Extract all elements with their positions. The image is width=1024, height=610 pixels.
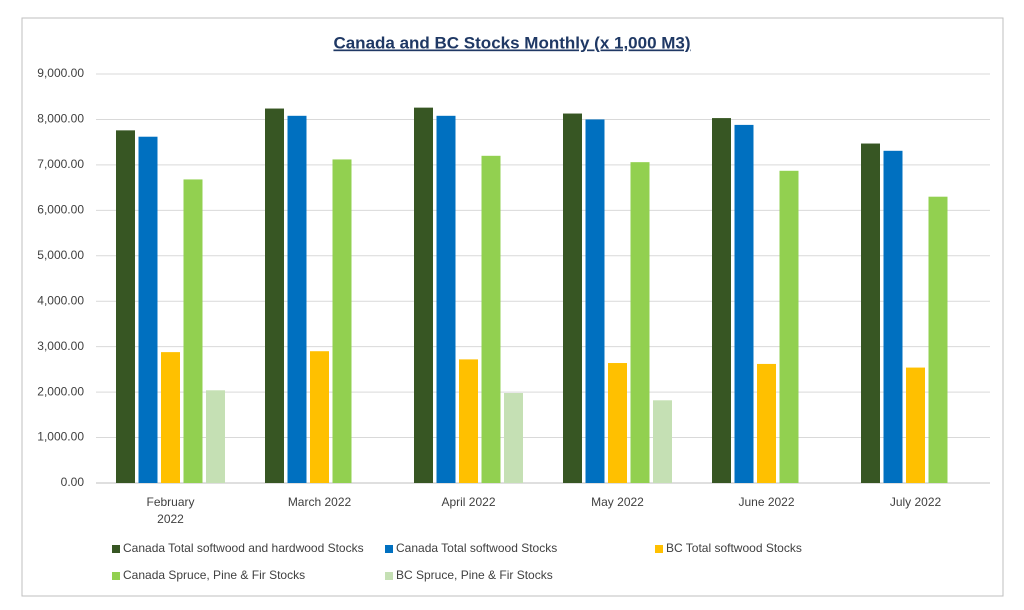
legend-swatch <box>655 545 663 553</box>
bar <box>481 155 501 484</box>
legend-swatch <box>385 572 393 580</box>
bar <box>265 108 284 483</box>
y-tick-label: 9,000.00 <box>37 66 84 80</box>
bar <box>116 130 135 483</box>
legend-label: BC Spruce, Pine & Fir Stocks <box>396 568 553 582</box>
bar <box>138 136 158 484</box>
legend-label: BC Total softwood Stocks <box>666 541 802 555</box>
bar <box>206 390 225 483</box>
bar <box>883 150 903 483</box>
x-tick-label: February 2022 <box>146 495 195 526</box>
bar <box>928 196 948 483</box>
y-tick-label: 2,000.00 <box>37 384 84 398</box>
bar <box>653 400 672 483</box>
bar <box>608 363 627 483</box>
y-tick-label: 4,000.00 <box>37 293 84 307</box>
legend-label: Canada Total softwood and hardwood Stock… <box>123 541 364 555</box>
bar <box>287 115 307 483</box>
y-tick-label: 6,000.00 <box>37 203 84 217</box>
legend-swatch <box>385 545 393 553</box>
y-tick-label: 3,000.00 <box>37 339 84 353</box>
legend-label: Canada Total softwood Stocks <box>396 541 557 555</box>
bar <box>906 367 925 483</box>
bar <box>779 170 799 483</box>
x-tick-label: July 2022 <box>889 495 942 509</box>
bar <box>310 351 329 483</box>
y-tick-label: 8,000.00 <box>37 112 84 126</box>
bar <box>436 115 456 483</box>
bar <box>734 124 754 484</box>
x-tick-label: April 2022 <box>441 495 496 509</box>
x-tick-label: March 2022 <box>287 495 352 509</box>
bar <box>563 113 582 483</box>
bar <box>414 107 433 483</box>
bar <box>630 162 650 483</box>
legend-swatch <box>112 545 120 553</box>
y-tick-label: 0.00 <box>61 475 85 489</box>
bar <box>161 352 180 483</box>
bar <box>861 143 880 483</box>
bar <box>757 363 776 483</box>
bar <box>332 159 352 484</box>
chart-title: Canada and BC Stocks Monthly (x 1,000 M3… <box>333 33 690 52</box>
bar <box>504 393 523 483</box>
x-tick-label: May 2022 <box>591 495 644 509</box>
y-tick-label: 1,000.00 <box>37 430 84 444</box>
bar <box>585 119 605 483</box>
legend-label: Canada Spruce, Pine & Fir Stocks <box>123 568 305 582</box>
bar <box>183 179 203 484</box>
y-tick-label: 5,000.00 <box>37 248 84 262</box>
legend-swatch <box>112 572 120 580</box>
bar <box>712 118 731 483</box>
y-tick-label: 7,000.00 <box>37 157 84 171</box>
x-tick-label: June 2022 <box>738 495 795 509</box>
bar <box>459 359 478 483</box>
